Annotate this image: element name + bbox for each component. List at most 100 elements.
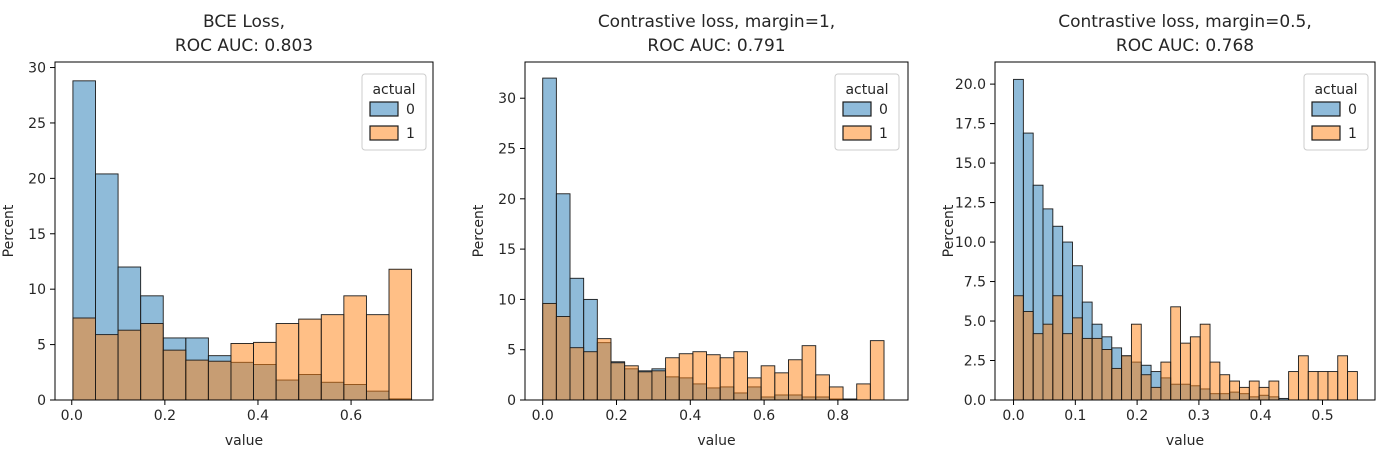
legend-title: actual (372, 82, 415, 98)
legend-swatch-0 (1311, 101, 1341, 117)
y-tick-label: 10 (28, 282, 46, 298)
x-tick-label: 0.0 (61, 408, 83, 424)
bar-1-32 (1327, 371, 1339, 401)
bar-1-19 (1199, 323, 1211, 401)
bar-1-5 (185, 359, 209, 401)
y-tick-label: 20 (28, 171, 46, 187)
x-tick-label: 0.8 (827, 408, 849, 424)
x-tick-label: 0.6 (753, 408, 775, 424)
y-tick-label: 10.0 (955, 235, 986, 251)
bar-1-26 (1268, 380, 1280, 401)
bar-1-4 (1052, 295, 1064, 401)
bar-1-15 (1160, 361, 1172, 401)
bar-1-17 (1180, 342, 1191, 401)
bar-1-8 (1091, 337, 1103, 401)
y-axis-label: Percent (941, 204, 957, 257)
bar-1-23 (1239, 386, 1250, 401)
y-tick-label: 0.0 (964, 393, 986, 409)
bar-1-17 (774, 372, 789, 401)
axes-frame (524, 61, 909, 401)
bar-1-0 (1013, 295, 1024, 401)
bar-1-12 (706, 354, 721, 401)
bar-1-25 (1258, 386, 1270, 401)
x-tick-label: 0.3 (1188, 408, 1210, 424)
chart-title: Contrastive loss, margin=1, ROC AUC: 0.79… (598, 12, 835, 56)
y-tick-label: 5 (37, 338, 46, 354)
legend: actual 0 1 (834, 73, 900, 151)
y-tick-label: 15 (498, 242, 516, 258)
bar-1-12 (343, 295, 367, 401)
bar-1-16 (1170, 306, 1182, 401)
legend-label-1: 1 (406, 126, 415, 142)
legend: actual 0 1 (361, 73, 427, 151)
bar-1-33 (1337, 355, 1349, 401)
y-tick-label: 5 (507, 343, 516, 359)
y-axis-label: Percent (1, 204, 17, 257)
bar-1-24 (869, 340, 885, 401)
x-tick-label: 0.0 (532, 408, 554, 424)
bar-1-13 (719, 357, 735, 401)
bar-1-6 (624, 365, 639, 401)
bar-1-11 (320, 314, 345, 401)
subplot-2: 0.0 0.2 0.4 0.6 0.8051015202530valuePercentC… (471, 12, 909, 449)
bar-1-7 (637, 371, 653, 401)
y-tick-label: 25 (498, 142, 516, 158)
y-tick-label: 25 (28, 116, 46, 132)
y-tick-label: 7.5 (964, 275, 986, 291)
bar-1-19 (801, 345, 817, 401)
bar-1-5 (1062, 333, 1073, 401)
axes-frame (54, 61, 434, 401)
bar-1-14 (388, 268, 413, 401)
legend-label-1: 1 (1348, 126, 1357, 142)
bar-1-3 (1042, 323, 1054, 401)
bar-1-34 (1347, 371, 1358, 401)
y-tick-label: 20.0 (955, 77, 986, 93)
y-tick-label: 15 (28, 227, 46, 243)
legend-title: actual (845, 82, 888, 98)
legend-swatch-1 (1311, 125, 1341, 141)
y-tick-label: 0 (37, 393, 46, 409)
y-tick-label: 12.5 (955, 196, 986, 212)
x-tick-label: 0.4 (679, 408, 701, 424)
bar-1-3 (140, 323, 164, 401)
bar-1-13 (365, 314, 390, 401)
bar-1-18 (1189, 336, 1201, 401)
x-axis-label: value (697, 433, 735, 449)
legend-label-0: 0 (1348, 102, 1357, 118)
bar-1-21 (828, 386, 844, 401)
subplot-3: 0.0 0.1 0.2 0.3 0.4 0.5 0.0 2.5 5.0 7.5 10.0 12.5 15… (941, 12, 1376, 449)
y-tick-label: 30 (498, 91, 516, 107)
bar-1-9 (665, 357, 680, 401)
bar-1-0 (72, 317, 96, 401)
bar-1-22 (1229, 380, 1240, 401)
y-tick-label: 17.5 (955, 117, 986, 133)
legend: actual 0 1 (1303, 73, 1369, 151)
y-tick-label: 30 (28, 61, 46, 77)
bar-1-20 (815, 374, 830, 401)
y-tick-label: 20 (498, 192, 516, 208)
x-tick-label: 0.4 (1250, 408, 1272, 424)
legend-swatch-0 (842, 101, 872, 117)
bar-1-5 (610, 362, 626, 401)
legend-swatch-1 (842, 125, 872, 141)
bar-1-11 (692, 351, 707, 401)
x-tick-label: 0.6 (340, 408, 362, 424)
bar-1-18 (788, 359, 803, 401)
x-tick-label: 0.0 (1002, 408, 1024, 424)
bar-1-2 (1032, 333, 1044, 401)
y-tick-label: 15.0 (955, 156, 986, 172)
bar-1-12 (1130, 323, 1142, 401)
x-tick-label: 0.4 (247, 408, 269, 424)
bar-1-0 (542, 302, 557, 401)
bar-1-29 (1297, 355, 1309, 401)
bar-1-10 (1111, 367, 1123, 401)
x-tick-label: 0.2 (154, 408, 176, 424)
bar-1-4 (162, 349, 187, 401)
y-tick-label: 0 (507, 393, 516, 409)
bar-1-16 (760, 365, 776, 401)
bar-1-2 (569, 347, 585, 401)
bar-1-7 (230, 343, 254, 401)
chart-title: BCE Loss, ROC AUC: 0.803 (175, 12, 313, 56)
bar-1-1 (95, 334, 119, 401)
bar-1-8 (253, 341, 277, 401)
